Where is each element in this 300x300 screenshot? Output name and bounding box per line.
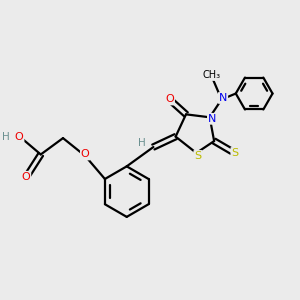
Text: CH₃: CH₃ [202, 70, 220, 80]
Text: O: O [22, 172, 30, 182]
Text: O: O [165, 94, 174, 104]
Text: O: O [81, 149, 90, 160]
Text: S: S [231, 148, 239, 158]
Text: H: H [2, 132, 10, 142]
Text: N: N [219, 93, 227, 103]
Text: S: S [194, 151, 201, 161]
Text: H: H [138, 139, 146, 148]
Text: O: O [15, 132, 23, 142]
Text: N: N [208, 114, 216, 124]
